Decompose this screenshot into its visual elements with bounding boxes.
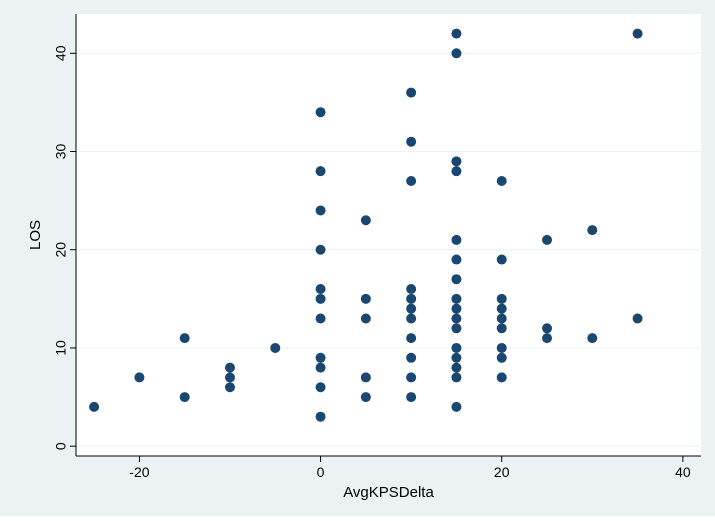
data-point-65 — [632, 28, 643, 39]
data-point-50 — [451, 401, 462, 412]
x-tick-label-20: 20 — [494, 464, 510, 480]
data-point-47 — [451, 352, 462, 363]
data-point-45 — [451, 323, 462, 334]
data-point-40 — [451, 254, 462, 265]
data-point-20 — [360, 293, 371, 304]
data-point-35 — [451, 28, 462, 39]
data-point-8 — [315, 107, 326, 118]
x-axis-label: AvgKPSDelta — [343, 484, 434, 501]
data-point-21 — [360, 313, 371, 324]
data-point-55 — [496, 313, 507, 324]
data-point-13 — [315, 293, 326, 304]
y-tick-label-40: 40 — [53, 45, 69, 61]
data-point-0 — [89, 401, 100, 412]
data-point-19 — [360, 215, 371, 226]
data-point-54 — [496, 303, 507, 314]
data-point-66 — [632, 313, 643, 324]
data-point-37 — [451, 156, 462, 167]
data-point-56 — [496, 323, 507, 334]
data-point-12 — [315, 284, 326, 295]
data-point-34 — [406, 392, 417, 403]
data-point-43 — [451, 303, 462, 314]
data-point-31 — [406, 333, 417, 344]
data-point-18 — [315, 411, 326, 422]
data-point-44 — [451, 313, 462, 324]
data-point-7 — [270, 342, 281, 353]
data-point-28 — [406, 293, 417, 304]
x-tick-label--20: -20 — [129, 464, 149, 480]
data-point-42 — [451, 293, 462, 304]
data-point-3 — [179, 392, 190, 403]
data-point-1 — [134, 372, 145, 383]
axes — [70, 14, 701, 462]
y-tick-label-10: 10 — [53, 340, 69, 356]
data-point-17 — [315, 382, 326, 393]
data-point-36 — [451, 48, 462, 59]
data-point-15 — [315, 352, 326, 363]
data-point-14 — [315, 313, 326, 324]
data-point-29 — [406, 303, 417, 314]
data-point-64 — [587, 333, 598, 344]
data-point-62 — [542, 333, 553, 344]
data-point-63 — [587, 225, 598, 236]
tick-labels: -20 0 20 40 0 10 20 30 40 — [53, 45, 691, 480]
data-point-51 — [496, 175, 507, 186]
grid-lines — [76, 52, 701, 447]
data-point-26 — [406, 175, 417, 186]
data-point-57 — [496, 342, 507, 353]
data-point-22 — [360, 372, 371, 383]
data-point-49 — [451, 372, 462, 383]
data-point-41 — [451, 274, 462, 285]
y-axis-label: LOS — [27, 220, 44, 250]
data-point-33 — [406, 372, 417, 383]
data-points — [89, 28, 643, 422]
data-point-58 — [496, 352, 507, 363]
y-tick-label-0: 0 — [53, 442, 69, 450]
x-tick-label-0: 0 — [317, 464, 325, 480]
data-point-46 — [451, 342, 462, 353]
data-point-60 — [542, 234, 553, 245]
data-point-61 — [542, 323, 553, 334]
data-point-52 — [496, 254, 507, 265]
data-point-39 — [451, 234, 462, 245]
y-tick-label-20: 20 — [53, 242, 69, 258]
data-point-24 — [406, 87, 417, 98]
data-point-32 — [406, 352, 417, 363]
data-point-11 — [315, 244, 326, 255]
y-tick-label-30: 30 — [53, 144, 69, 160]
data-point-23 — [360, 392, 371, 403]
data-point-10 — [315, 205, 326, 216]
data-point-53 — [496, 293, 507, 304]
data-point-6 — [224, 382, 235, 393]
data-point-38 — [451, 166, 462, 177]
plot-area — [76, 14, 701, 456]
data-point-25 — [406, 136, 417, 147]
data-point-59 — [496, 372, 507, 383]
data-point-4 — [224, 362, 235, 373]
x-tick-label-40: 40 — [675, 464, 691, 480]
data-point-27 — [406, 284, 417, 295]
data-point-5 — [224, 372, 235, 383]
data-point-48 — [451, 362, 462, 373]
data-point-30 — [406, 313, 417, 324]
data-point-2 — [179, 333, 190, 344]
data-point-9 — [315, 166, 326, 177]
data-point-16 — [315, 362, 326, 373]
